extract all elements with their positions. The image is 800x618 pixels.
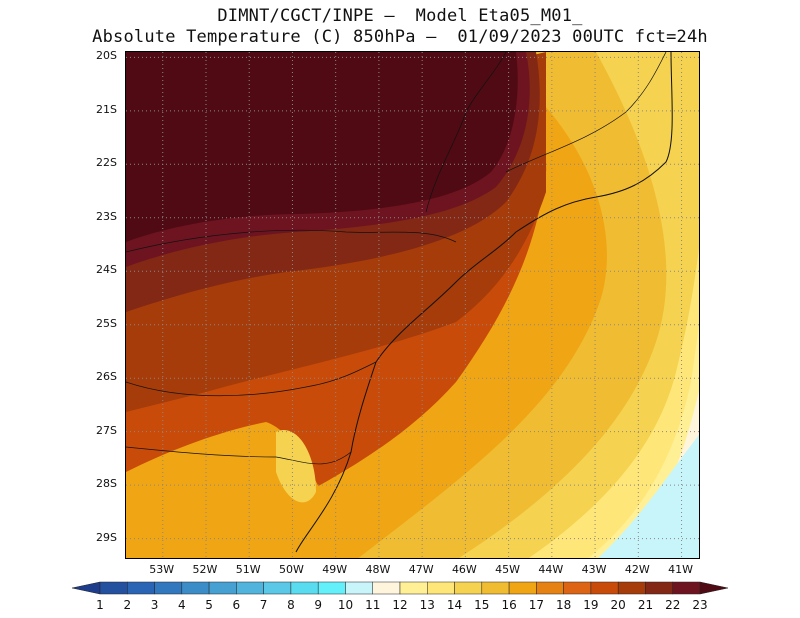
state-border-mg-rj: [505, 52, 667, 173]
colorbar-cell: [154, 581, 183, 595]
longitude-label: 41W: [668, 563, 693, 576]
colorbar-cell: [536, 581, 564, 595]
colorbar-cell: [645, 581, 673, 595]
colorbar-level-label: 8: [287, 598, 295, 612]
temperature-field: [126, 52, 699, 558]
latitude-label: 24S: [96, 263, 117, 277]
colorbar-level-label: 2: [123, 598, 132, 612]
colorbar-level-label: 10: [337, 598, 354, 612]
grid-lines: [126, 52, 699, 558]
colorbar-level-label: 19: [583, 598, 599, 612]
colorbar-cell: [372, 581, 401, 595]
state-border-sp-mg: [425, 52, 507, 213]
colorbar-level-label: 12: [392, 598, 408, 612]
colorbar-cell: [181, 581, 210, 595]
colorbar-level-label: 16: [501, 598, 517, 612]
longitude-label: 48W: [365, 563, 391, 576]
colorbar-min-arrow: [71, 581, 101, 595]
colorbar-cell: [672, 581, 701, 595]
longitude-label: 45W: [495, 563, 521, 576]
longitude-label: 50W: [279, 563, 304, 576]
longitude-label: 43W: [581, 563, 607, 576]
longitude-label: 52W: [192, 563, 218, 576]
colorbar-level-label: 15: [474, 598, 490, 612]
colorbar-cell: [617, 581, 646, 595]
colorbar-level-label: 11: [365, 598, 381, 612]
colorbar-cell: [590, 581, 619, 595]
colorbar-level-label: 5: [205, 598, 213, 612]
latitude-label: 22S: [96, 156, 117, 170]
colorbar-cell: [481, 581, 510, 595]
colorbar-level-label: 14: [446, 598, 463, 612]
field-cool-tongue: [276, 430, 316, 503]
longitude-label: 49W: [322, 563, 348, 576]
latitude-label: 21S: [96, 102, 117, 116]
longitude-label: 53W: [149, 563, 175, 576]
latitude-label: 25S: [96, 316, 117, 330]
colorbar-cell: [399, 581, 428, 595]
longitude-label: 47W: [408, 563, 434, 576]
colorbar-cell: [263, 581, 292, 595]
map-title-line2: Absolute Temperature (C) 850hPa – 01/09/…: [92, 27, 708, 47]
colorbar-cell: [427, 581, 455, 595]
colorbar-cell: [99, 581, 128, 595]
longitude-label: 51W: [235, 563, 261, 576]
state-border-sp-pr: [126, 229, 457, 253]
colorbar-level-label: 6: [232, 598, 241, 612]
latitude-label: 20S: [96, 49, 117, 63]
colorbar-cell: [563, 581, 592, 595]
field-band-23-core: [126, 52, 518, 242]
colorbar-cell: [454, 581, 483, 595]
colorbar-level-label: 22: [665, 598, 681, 612]
colorbar-level-label: 21: [637, 598, 654, 612]
colorbar-level-label: 18: [555, 598, 572, 612]
colorbar-level-label: 13: [419, 598, 435, 612]
colorbar-level-label: 4: [177, 598, 186, 612]
colorbar-cell: [208, 581, 237, 595]
colorbar-level-label: 3: [150, 598, 159, 612]
state-border-pr-sc: [126, 361, 377, 397]
longitude-label: 46W: [451, 563, 477, 576]
colorbar-cell: [290, 581, 319, 595]
coastline: [295, 52, 673, 553]
longitude-label: 44W: [538, 563, 564, 576]
longitude-label: 42W: [624, 563, 650, 576]
colorbar-cell: [345, 581, 373, 595]
colorbar-cell: [508, 581, 537, 595]
colorbar-level-label: 17: [528, 598, 544, 612]
temperature-map: [125, 51, 700, 559]
colorbar-level-label: 20: [610, 598, 626, 612]
colorbar-cell: [236, 581, 264, 595]
latitude-label: 28S: [96, 477, 117, 491]
colorbar-level-label: 9: [314, 598, 322, 612]
state-border-sc-rs: [126, 446, 352, 465]
colorbar-level-label: 23: [692, 598, 708, 612]
colorbar-max-arrow: [699, 581, 729, 595]
latitude-label: 27S: [96, 423, 117, 437]
colorbar-level-label: 1: [96, 598, 104, 612]
latitude-label: 23S: [96, 209, 117, 223]
field-band-11: [598, 434, 699, 558]
colorbar-level-label: 7: [259, 598, 268, 612]
latitude-label: 29S: [96, 530, 117, 544]
field-band-15: [459, 52, 699, 558]
colorbar-cell: [127, 581, 155, 595]
colorbar-cell: [317, 581, 346, 595]
latitude-label: 26S: [96, 370, 117, 384]
map-title-line1: DIMNT/CGCT/INPE – Model Eta05_M01_: [217, 6, 583, 26]
